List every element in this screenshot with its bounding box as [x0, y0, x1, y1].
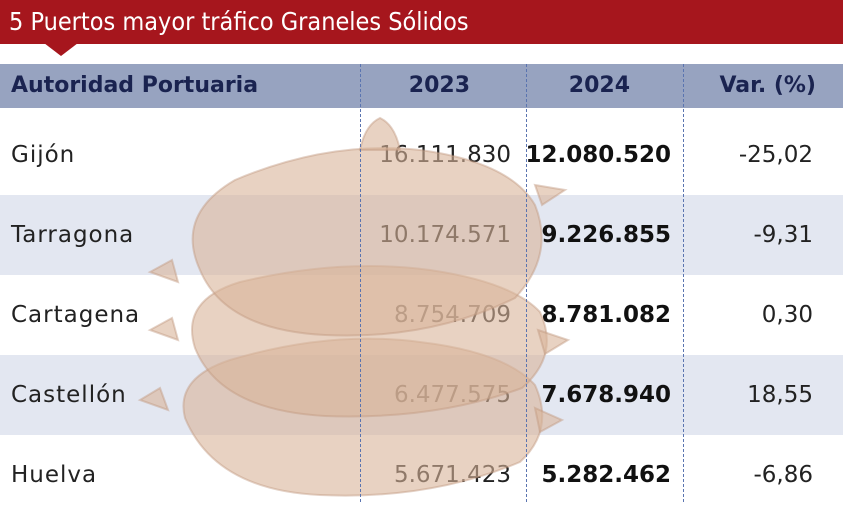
- row-port-name: Huelva: [11, 462, 98, 488]
- row-value-2024: 7.678.940: [541, 382, 672, 408]
- row-value-2024: 12.080.520: [525, 142, 671, 168]
- row-value-2024: 9.226.855: [541, 222, 672, 248]
- row-port-name: Castellón: [11, 382, 127, 408]
- column-divider: [526, 64, 527, 502]
- row-value-2023: 10.174.571: [379, 222, 511, 248]
- table-row: Tarragona 10.174.571 9.226.855 -9,31: [0, 195, 843, 275]
- row-value-2023: 5.671.423: [393, 462, 511, 488]
- title-bar: 5 Puertos mayor tráfico Graneles Sólidos: [0, 0, 843, 44]
- row-variation: 0,30: [761, 302, 813, 328]
- row-variation: -9,31: [753, 222, 813, 248]
- row-value-2024: 8.781.082: [541, 302, 672, 328]
- row-port-name: Cartagena: [11, 302, 141, 328]
- row-variation: -25,02: [738, 142, 813, 168]
- row-variation: -6,86: [753, 462, 813, 488]
- row-port-name: Tarragona: [11, 222, 135, 248]
- table-row: Castellón 6.477.575 7.678.940 18,55: [0, 355, 843, 435]
- table-header: Autoridad Portuaria 2023 2024 Var. (%): [0, 64, 843, 108]
- row-value-2024: 5.282.462: [541, 462, 672, 488]
- column-divider: [683, 64, 684, 502]
- column-divider: [360, 64, 361, 502]
- title-notch: [44, 43, 78, 56]
- table-row: Cartagena 8.754.709 8.781.082 0,30: [0, 275, 843, 355]
- row-variation: 18,55: [747, 382, 813, 408]
- chart-title: 5 Puertos mayor tráfico Graneles Sólidos: [9, 7, 469, 36]
- header-variacion: Var. (%): [719, 73, 816, 98]
- header-autoridad-portuaria: Autoridad Portuaria: [11, 73, 259, 98]
- header-2024: 2024: [568, 73, 630, 98]
- row-value-2023: 8.754.709: [393, 302, 511, 328]
- row-value-2023: 16.111.830: [379, 142, 511, 168]
- table-row: Gijón 16.111.830 12.080.520 -25,02: [0, 115, 843, 195]
- row-value-2023: 6.477.575: [393, 382, 511, 408]
- table-row: Huelva 5.671.423 5.282.462 -6,86: [0, 435, 843, 515]
- header-2023: 2023: [408, 73, 470, 98]
- row-port-name: Gijón: [11, 142, 76, 168]
